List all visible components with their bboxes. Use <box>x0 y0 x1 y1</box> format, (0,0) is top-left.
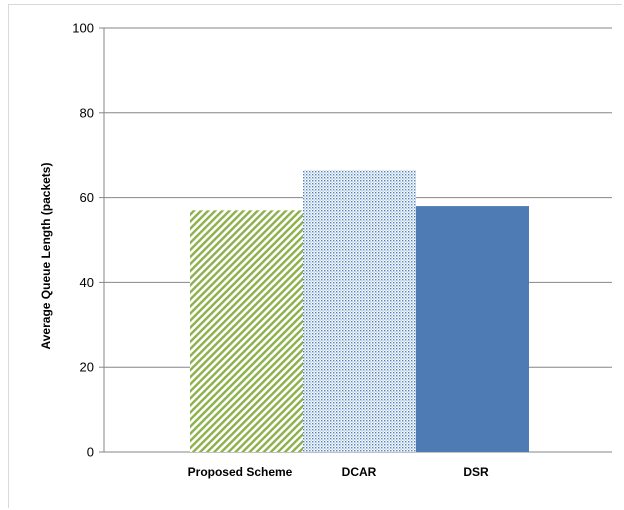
x-category-label: Proposed Scheme <box>188 465 293 479</box>
x-category-label: DCAR <box>342 465 377 479</box>
y-tick-label: 80 <box>80 105 94 120</box>
bar-proposed-scheme <box>190 210 303 452</box>
y-tick-label: 0 <box>87 445 94 460</box>
x-category-label: DSR <box>463 465 489 479</box>
labels: Average Queue Length (packets) 0 20 40 60 80… <box>39 21 489 480</box>
bar-dcar <box>303 170 416 453</box>
bar-dsr <box>416 206 529 452</box>
y-axis-label: Average Queue Length (packets) <box>39 163 53 350</box>
y-tick-label: 40 <box>80 275 94 290</box>
y-tick-label: 20 <box>80 360 94 375</box>
chart-frame <box>8 4 622 508</box>
y-tick-label: 60 <box>80 190 94 205</box>
bars <box>190 170 529 453</box>
y-tick-label: 100 <box>72 21 94 36</box>
